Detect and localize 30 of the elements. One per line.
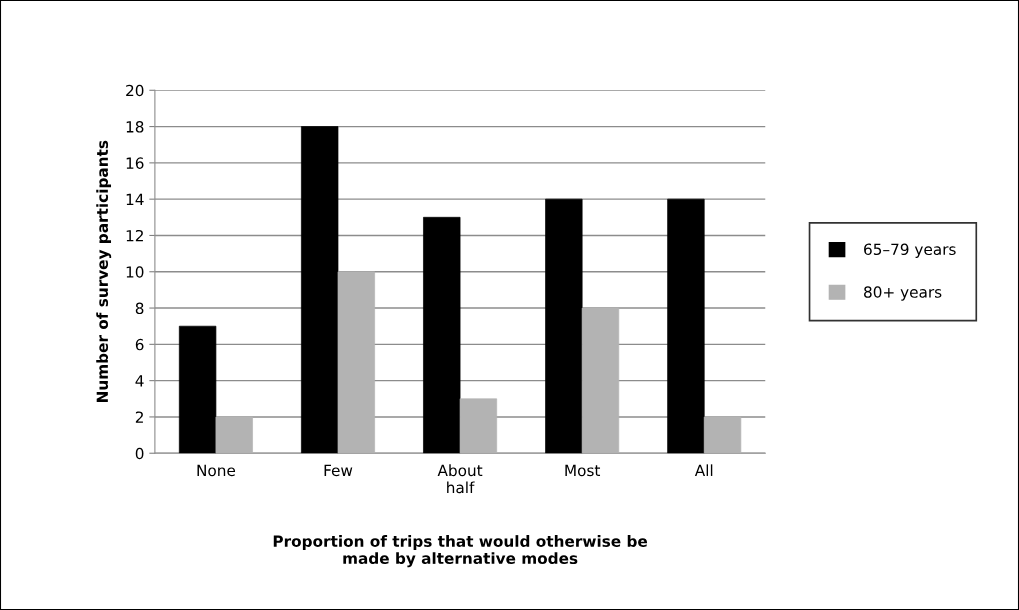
x-tick-label: Few bbox=[324, 464, 353, 477]
legend-label: 65–79 years bbox=[864, 243, 956, 258]
y-tick-label: 0 bbox=[135, 447, 144, 460]
legend-label: 80+ years bbox=[864, 286, 942, 301]
bar bbox=[703, 416, 742, 454]
y-tick-label: 6 bbox=[135, 338, 144, 351]
y-tick-label: 12 bbox=[126, 229, 143, 242]
y-tick-label: 20 bbox=[126, 84, 144, 97]
bar bbox=[423, 216, 461, 454]
y-tick-label: 18 bbox=[126, 121, 144, 133]
bar bbox=[581, 307, 620, 454]
y-tick-label: 14 bbox=[126, 193, 144, 205]
y-tick-label: 4 bbox=[135, 375, 144, 387]
bar bbox=[337, 271, 375, 454]
x-tick-label: All bbox=[694, 464, 713, 476]
x-tick-label: Most bbox=[565, 464, 601, 477]
bar bbox=[459, 398, 498, 454]
bar bbox=[667, 198, 705, 454]
y-tick-label: 2 bbox=[135, 411, 143, 423]
y-tick-label: 16 bbox=[126, 157, 144, 169]
bar bbox=[178, 325, 217, 454]
x-tick-label: About half bbox=[437, 464, 483, 494]
y-axis-title: Number of survey participants bbox=[96, 140, 112, 403]
bar bbox=[215, 416, 253, 454]
x-tick-label: None bbox=[197, 464, 236, 477]
x-axis-title: Proportion of trips that would otherwise be made by alternative modes bbox=[273, 535, 648, 568]
bar bbox=[301, 126, 339, 454]
y-tick-label: 8 bbox=[135, 302, 144, 315]
bar bbox=[545, 198, 583, 454]
y-tick-label: 10 bbox=[126, 266, 144, 278]
